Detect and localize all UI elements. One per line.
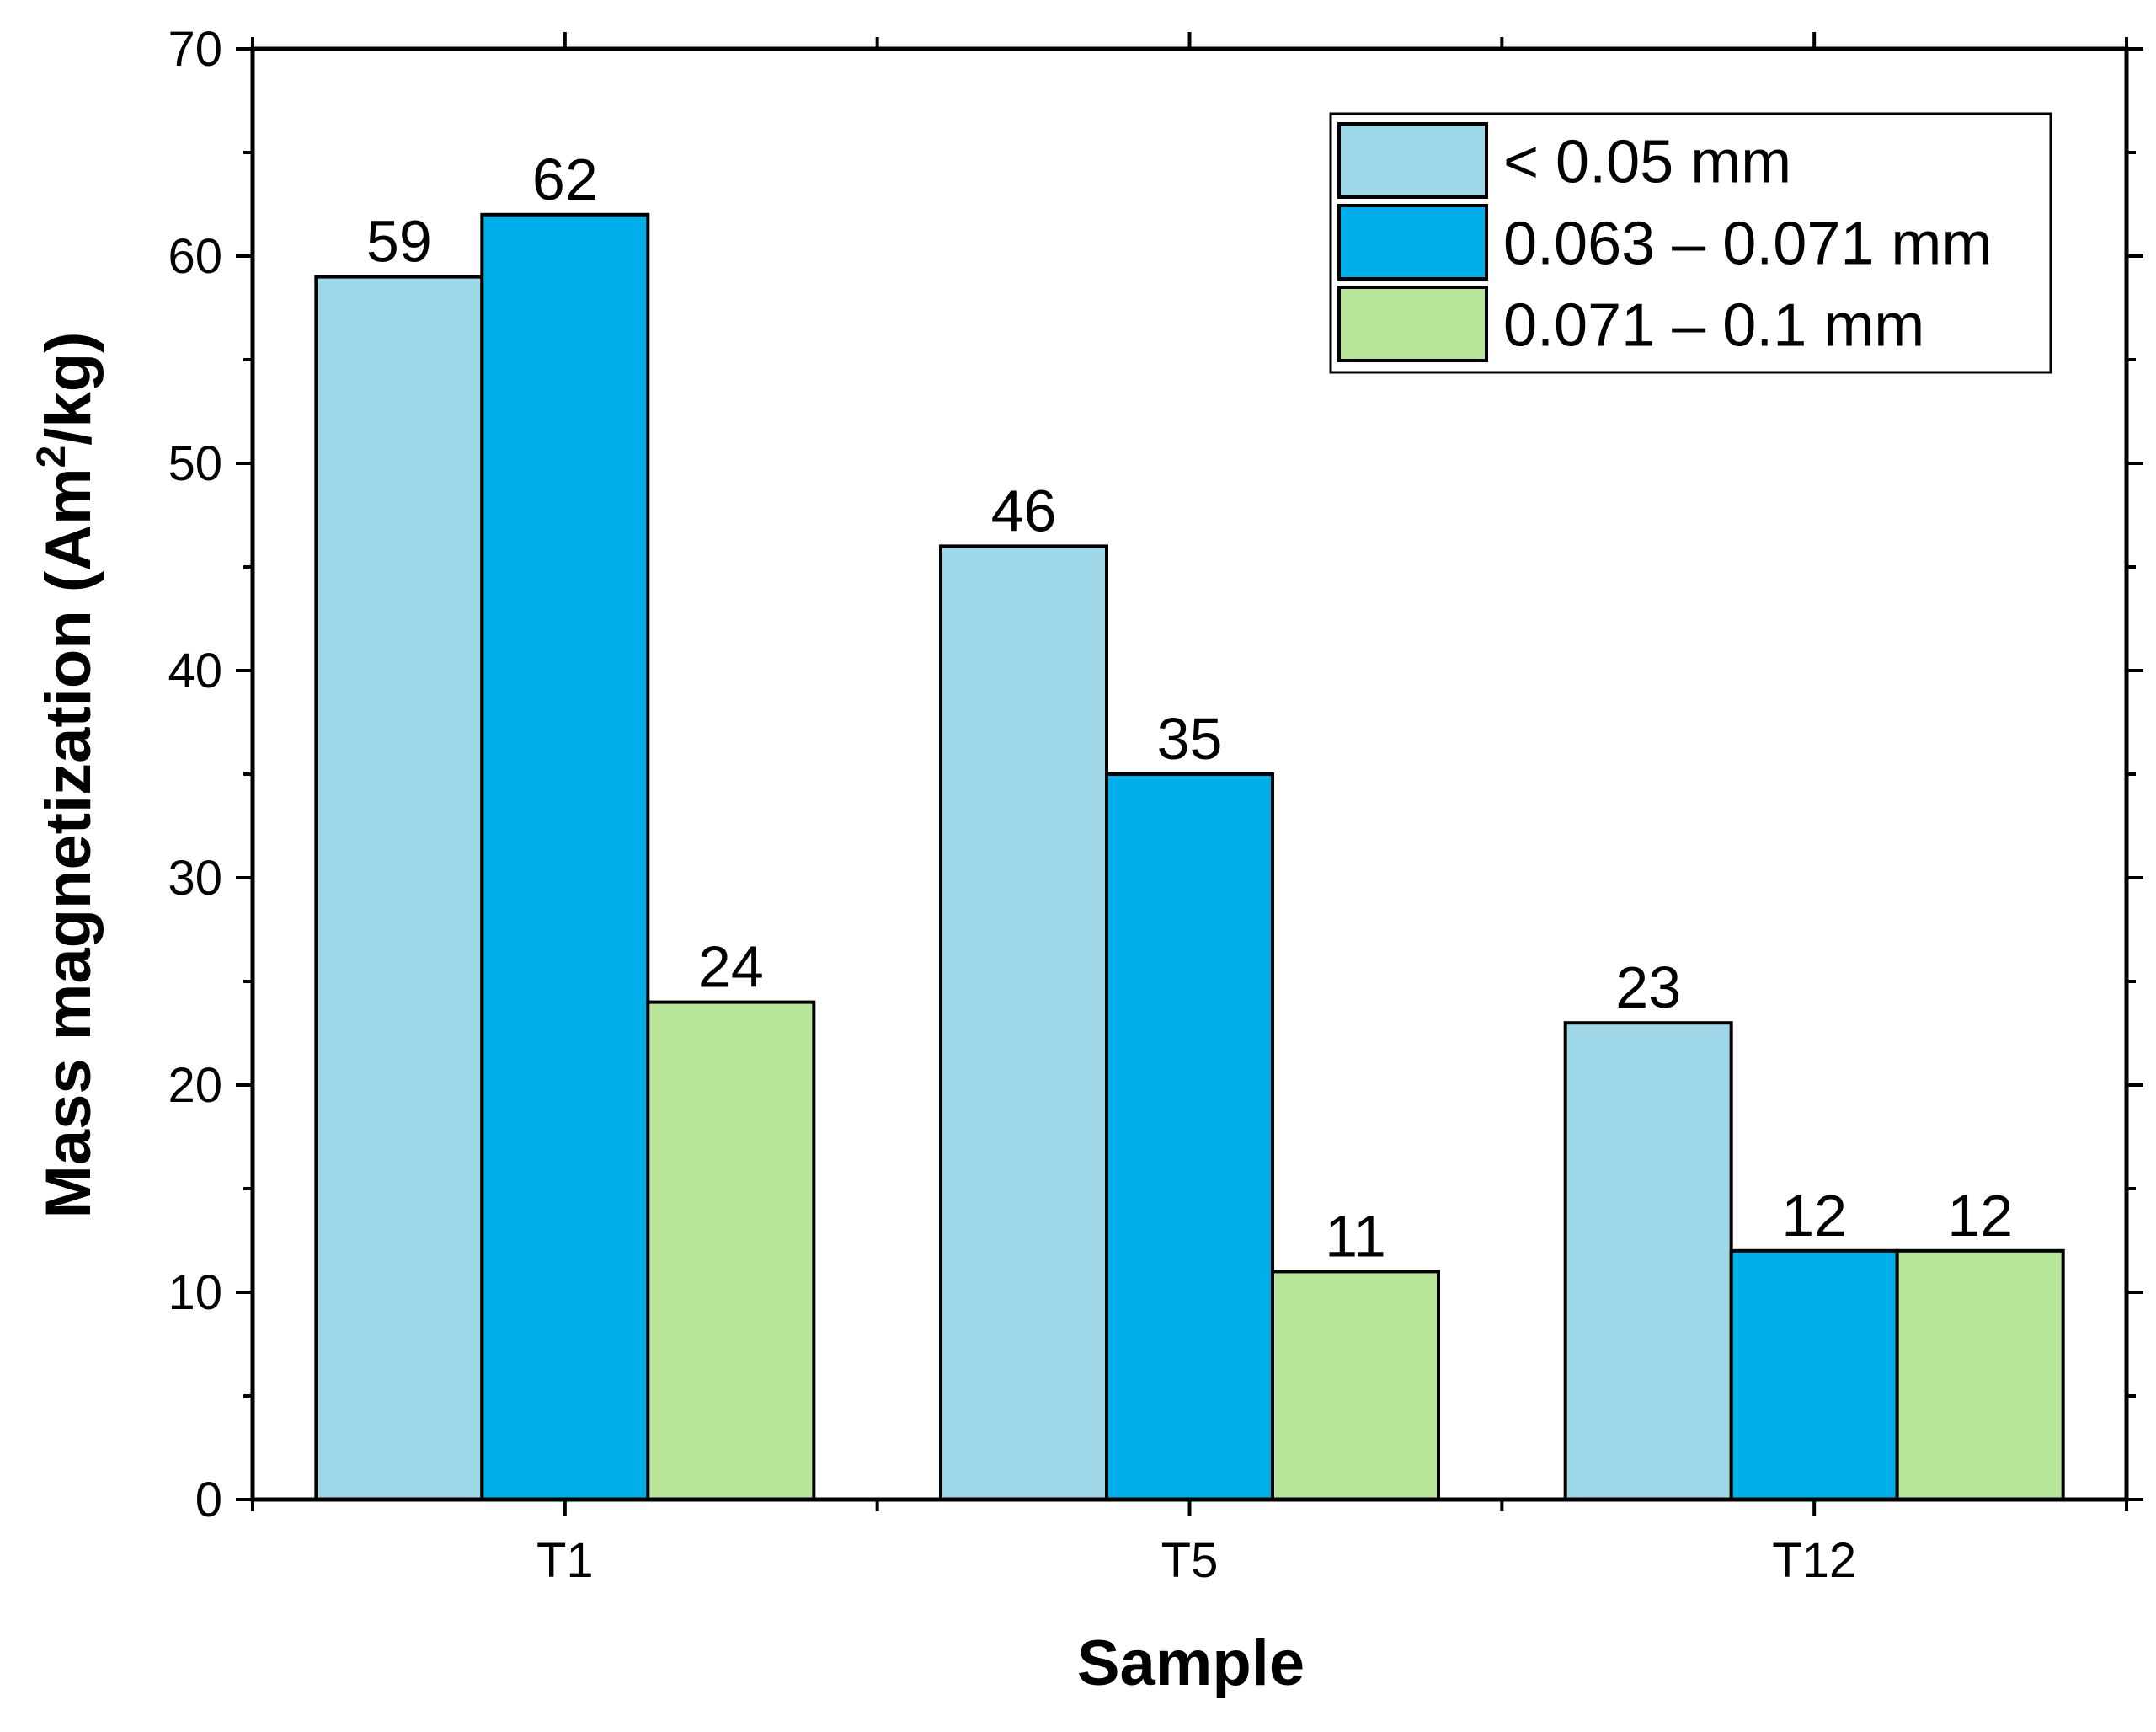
y-tick-label: 70 bbox=[168, 22, 222, 77]
x-tick-label-t5: T5 bbox=[1161, 1533, 1219, 1588]
axes-layer: 0 10 20 30 40 50 60 70 T1 T5 T12 bbox=[168, 22, 2143, 1588]
bar-t5-series-3 bbox=[1271, 1270, 1440, 1502]
data-label-t1-series-2: 62 bbox=[532, 147, 598, 212]
x-tick-label-t1: T1 bbox=[536, 1533, 594, 1588]
legend-swatch-series-2 bbox=[1337, 204, 1488, 281]
legend-label-series-2: 0.063 – 0.071 mm bbox=[1503, 211, 1992, 278]
x-tick-label-t12: T12 bbox=[1772, 1533, 1856, 1588]
y-axis-title-main: Mass magnetization (Am bbox=[33, 468, 104, 1218]
legend-label-series-1: < 0.05 mm bbox=[1503, 129, 1791, 196]
x-axis-title: Sample bbox=[1077, 1628, 1305, 1699]
bar-t5-series-2 bbox=[1105, 772, 1274, 1501]
y-axis-title-tail: /kg) bbox=[33, 332, 104, 446]
bar-t1-series-2 bbox=[480, 212, 650, 1501]
y-axis-title: Mass magnetization (Am2/kg) bbox=[29, 332, 104, 1219]
y-tick-label: 60 bbox=[168, 229, 222, 284]
data-label-t12-series-3: 12 bbox=[1947, 1183, 2013, 1248]
bar-t1-series-1 bbox=[314, 275, 484, 1502]
data-label-t5-series-1: 46 bbox=[991, 478, 1057, 543]
data-label-t1-series-3: 24 bbox=[698, 934, 764, 1000]
bar-t12-series-3 bbox=[1895, 1248, 2065, 1502]
legend-swatch-series-3 bbox=[1337, 286, 1488, 362]
data-label-t12-series-1: 23 bbox=[1615, 954, 1681, 1020]
bar-t12-series-1 bbox=[1563, 1021, 1733, 1501]
legend-swatch-series-1 bbox=[1337, 122, 1488, 199]
data-label-t5-series-2: 35 bbox=[1157, 706, 1223, 772]
y-tick-label: 0 bbox=[195, 1473, 222, 1527]
bar-t1-series-3 bbox=[646, 1000, 816, 1501]
data-label-t5-series-3: 11 bbox=[1325, 1203, 1386, 1269]
bar-t5-series-1 bbox=[939, 544, 1108, 1501]
y-tick-label: 50 bbox=[168, 436, 222, 491]
data-label-t1-series-1: 59 bbox=[366, 209, 432, 275]
y-tick-label: 30 bbox=[168, 851, 222, 906]
y-tick-label: 10 bbox=[168, 1265, 222, 1320]
y-tick-label: 20 bbox=[168, 1058, 222, 1113]
bars-layer bbox=[314, 212, 2065, 1502]
data-labels-layer: 59 62 24 46 35 11 23 12 12 bbox=[366, 147, 2013, 1270]
data-label-t12-series-2: 12 bbox=[1781, 1183, 1847, 1248]
legend-label-series-3: 0.071 – 0.1 mm bbox=[1503, 292, 1924, 360]
bar-t12-series-2 bbox=[1729, 1248, 1899, 1502]
y-axis-title-superscript: 2 bbox=[29, 446, 74, 468]
legend: < 0.05 mm 0.063 – 0.071 mm 0.071 – 0.1 mm bbox=[1329, 112, 2052, 374]
y-tick-label: 40 bbox=[168, 644, 222, 698]
